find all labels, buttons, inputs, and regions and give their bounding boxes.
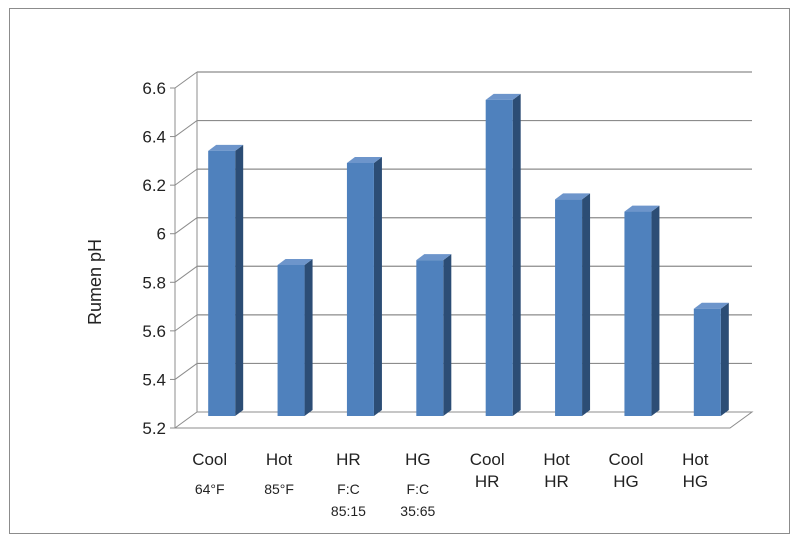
bar-top — [624, 205, 660, 212]
gridline-side — [174, 217, 198, 235]
bar — [208, 144, 244, 416]
bar-top — [555, 193, 591, 200]
bar-side — [373, 157, 382, 416]
bar-side — [651, 205, 660, 416]
x-category-text: 85:15 — [331, 503, 366, 519]
x-category-text: HR — [336, 450, 361, 469]
bar-front — [208, 150, 236, 416]
x-category-text: HR — [475, 472, 500, 491]
bar — [555, 193, 591, 416]
y-tick-label: 5.4 — [142, 370, 166, 389]
bar — [693, 302, 729, 416]
x-category-label: HG F:C 35:65 — [400, 450, 435, 519]
bar-side — [443, 254, 452, 416]
x-category-label: Cool HG — [608, 450, 643, 491]
x-axis-labels: Cool 64°F Hot 85°F HR F:C 85:15 HG F:C 35:65 Cool H… — [192, 450, 709, 519]
bar-front — [624, 211, 652, 416]
y-tick-label: 5.2 — [142, 419, 166, 438]
x-category-text: HG — [613, 472, 639, 491]
bar-front — [555, 199, 583, 416]
bar-side — [235, 144, 244, 416]
x-category-text: Hot — [682, 450, 709, 469]
bar-top — [277, 259, 313, 265]
bar-front — [485, 99, 513, 416]
gridline-side — [174, 168, 198, 186]
gridlines — [174, 71, 752, 380]
x-category-text: Cool — [192, 450, 227, 469]
chart-frame — [9, 8, 790, 534]
bar-front — [346, 163, 374, 416]
gridline-side — [174, 120, 198, 137]
y-axis-label: Rumen pH — [85, 239, 105, 325]
bar-top — [208, 144, 244, 151]
x-category-label: Hot 85°F — [264, 450, 294, 497]
bar-side — [304, 259, 313, 416]
bar-side — [720, 302, 729, 416]
x-category-text: 35:65 — [400, 503, 435, 519]
x-category-text: Hot — [266, 450, 293, 469]
bar-front — [693, 308, 721, 416]
bars — [208, 93, 729, 416]
x-category-text: F:C — [337, 481, 360, 497]
y-tick-label: 5.6 — [142, 322, 166, 341]
bar-top — [693, 302, 729, 309]
bar — [624, 205, 660, 416]
x-category-text: Cool — [470, 450, 505, 469]
bar-front — [277, 265, 305, 416]
chart-walls — [173, 72, 754, 429]
bar-side — [512, 93, 521, 416]
x-category-text: HG — [683, 472, 709, 491]
gridline-side — [174, 314, 198, 332]
y-tick-label: 6.6 — [142, 79, 166, 98]
x-category-label: Hot HG — [682, 450, 709, 491]
bar — [416, 254, 452, 416]
bar-top — [416, 254, 452, 261]
x-category-label: Hot HR — [543, 450, 570, 491]
bar — [485, 93, 521, 416]
x-category-text: HG — [405, 450, 431, 469]
gridline-side — [174, 265, 198, 283]
y-tick-label: 6.4 — [142, 128, 166, 147]
y-tick-label: 5.8 — [142, 273, 166, 292]
x-category-text: 85°F — [264, 481, 294, 497]
bar-side — [582, 193, 591, 416]
gridline-side — [174, 363, 198, 380]
x-category-label: Cool HR — [470, 450, 505, 491]
bar-top — [485, 93, 521, 100]
x-category-text: Cool — [608, 450, 643, 469]
x-category-text: F:C — [407, 481, 430, 497]
gridline-side — [174, 71, 198, 89]
y-tick-label: 6.2 — [142, 176, 166, 195]
x-category-label: HR F:C 85:15 — [331, 450, 366, 519]
x-category-text: HR — [544, 472, 569, 491]
y-tick-label: 6 — [157, 225, 166, 244]
y-axis-ticks: 5.2 5.4 5.6 5.8 6 6.2 6.4 6.6 — [142, 79, 175, 438]
x-category-text: 64°F — [195, 481, 225, 497]
bar — [277, 259, 313, 416]
bar-top — [346, 157, 382, 163]
x-category-label: Cool 64°F — [192, 450, 227, 497]
bar-front — [416, 260, 444, 416]
bar — [346, 157, 382, 416]
x-category-text: Hot — [543, 450, 570, 469]
chart-floor — [173, 411, 754, 429]
